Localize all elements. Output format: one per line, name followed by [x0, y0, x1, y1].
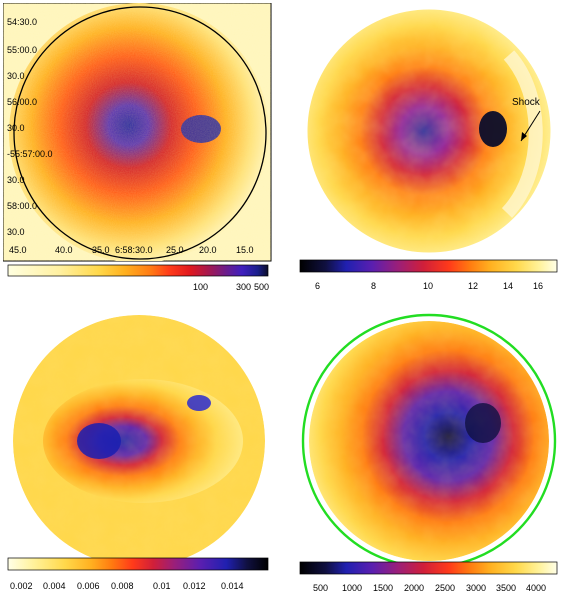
colorbar-tick: 0.012	[183, 581, 206, 591]
colorbar: 100 300 500	[7, 264, 269, 292]
x-axis-ticks: 45.0 40.0 35.0 6:58:30.0 25.0 20.0 15.0	[9, 245, 254, 255]
ytick: 30.0	[7, 123, 25, 133]
panel-temperature-map: Shock 6 8 10 12 14 16	[293, 3, 563, 293]
panel-entropy-map: 500 1000 1500 2000 2500 3000 3500 4000	[293, 305, 563, 595]
ytick: 58:00.0	[7, 201, 37, 211]
colorbar-tick: 8	[371, 281, 376, 291]
ytick: 55:00.0	[7, 45, 37, 55]
shock-arrow-head	[521, 132, 527, 141]
colorbar-tick: 1500	[373, 583, 393, 593]
colorbar-tick: 4000	[526, 583, 546, 593]
shock-arc	[501, 50, 543, 218]
temperature-disk-edge	[306, 8, 552, 254]
colorbar-tick: 10	[423, 281, 433, 291]
entropy-disk	[309, 321, 549, 561]
temperature-map-svg: Shock 6 8 10 12 14 16	[299, 8, 558, 291]
y-axis-ticks: 54:30.0 55:00.0 30.0 56:00.0 30.0 -55:57…	[7, 17, 53, 237]
colorbar-tick: 500	[254, 282, 269, 292]
shock-label: Shock	[512, 97, 541, 108]
colorbar-tick: 0.01	[153, 581, 171, 591]
colorbar-tick: 14	[503, 281, 513, 291]
ytick: 30.0	[7, 175, 25, 185]
region-circle	[13, 6, 267, 260]
ytick: 54:30.0	[7, 17, 37, 27]
cold-front	[479, 111, 507, 147]
colorbar-tick: 300	[236, 282, 251, 292]
xtick: 35.0	[92, 245, 110, 255]
colorbar-tick: 16	[533, 281, 543, 291]
colorbar-tick: 1000	[342, 583, 362, 593]
colorbar: 6 8 10 12 14 16	[299, 259, 558, 291]
colorbar: 500 1000 1500 2000 2500 3000 3500 4000	[299, 561, 558, 593]
colorbar-tick: 12	[468, 281, 478, 291]
dark-core	[465, 403, 501, 443]
colorbar-tick: 0.002	[10, 581, 33, 591]
shock-annotation: Shock	[512, 97, 541, 142]
xtick: 20.0	[199, 245, 217, 255]
colorbar-tick: 3000	[466, 583, 486, 593]
colorbar-strip	[299, 259, 558, 273]
colorbar-tick: 0.004	[43, 581, 66, 591]
entropy-map-svg: 500 1000 1500 2000 2500 3000 3500 4000	[299, 313, 558, 593]
colorbar-tick: 2500	[435, 583, 455, 593]
abundance-map-svg: 0.002 0.004 0.006 0.008 0.01 0.012 0.014	[7, 315, 269, 591]
panel-abundance-map: 0.002 0.004 0.006 0.008 0.01 0.012 0.014	[3, 305, 273, 595]
ytick: 30.0	[7, 227, 25, 237]
ytick: -55:57:00.0	[7, 149, 53, 159]
xtick: 45.0	[9, 245, 27, 255]
panel-xray-image: 54:30.0 55:00.0 30.0 56:00.0 30.0 -55:57…	[2, 2, 273, 293]
colorbar-tick: 2000	[404, 583, 424, 593]
ytick: 56:00.0	[7, 97, 37, 107]
temperature-disk	[307, 9, 551, 253]
colorbar-tick: 500	[313, 583, 328, 593]
colorbar-strip	[299, 561, 558, 575]
abundance-disk	[13, 315, 265, 567]
colorbar: 0.002 0.004 0.006 0.008 0.01 0.012 0.014	[7, 557, 269, 591]
xray-noise	[3, 3, 271, 261]
xray-image-svg: 54:30.0 55:00.0 30.0 56:00.0 30.0 -55:57…	[2, 2, 272, 292]
ytick: 30.0	[7, 71, 25, 81]
blue-patch	[187, 395, 211, 411]
colorbar-tick: 3500	[496, 583, 516, 593]
blue-patch	[77, 423, 121, 459]
xtick: 25.0	[166, 245, 184, 255]
colorbar-tick: 0.006	[77, 581, 100, 591]
colorbar-strip	[7, 557, 269, 571]
colorbar-tick: 0.014	[221, 581, 244, 591]
xtick: 40.0	[55, 245, 73, 255]
colorbar-tick: 0.008	[111, 581, 134, 591]
colorbar-tick: 6	[315, 281, 320, 291]
xtick: 15.0	[236, 245, 254, 255]
colorbar-strip	[7, 264, 269, 277]
xtick: 6:58:30.0	[115, 245, 153, 255]
colorbar-tick: 100	[193, 282, 208, 292]
